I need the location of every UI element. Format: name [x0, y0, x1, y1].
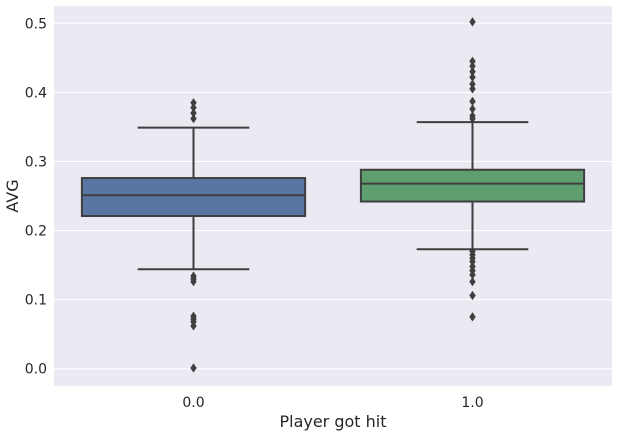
y-tick-label: 0.2	[25, 224, 47, 240]
box-iqr	[80, 177, 307, 218]
outlier-point	[469, 257, 476, 267]
outlier-point	[469, 61, 476, 71]
outlier-point	[469, 104, 476, 114]
outlier-point	[190, 114, 197, 124]
outlier-point	[469, 56, 476, 66]
y-tick-label: 0.5	[25, 16, 47, 32]
outlier-point	[190, 321, 197, 331]
outlier-point	[469, 72, 476, 82]
grid-lines	[54, 22, 612, 370]
outlier-point	[469, 270, 476, 280]
x-tick-label: 1.0	[461, 395, 483, 411]
outlier-point	[469, 84, 476, 94]
box-series	[80, 17, 586, 373]
y-tick-label: 0.4	[25, 85, 47, 101]
outlier-point	[190, 98, 197, 108]
outlier-point	[190, 108, 197, 118]
outlier-point	[469, 79, 476, 89]
x-axis-label: Player got hit	[279, 412, 386, 431]
outlier-point	[190, 102, 197, 113]
y-axis-label: AVG	[3, 179, 22, 212]
box-group	[80, 98, 307, 373]
y-tick-label: 0.0	[25, 362, 47, 378]
box-group	[359, 17, 586, 322]
outlier-point	[469, 114, 476, 124]
box-iqr	[359, 168, 586, 203]
x-tick-labels: 0.0 1.0	[182, 395, 483, 411]
outlier-point	[190, 277, 197, 287]
outlier-point	[190, 363, 197, 373]
outlier-point	[469, 277, 476, 287]
outlier-point	[469, 67, 476, 77]
outlier-point	[469, 290, 476, 301]
outlier-point	[469, 96, 476, 106]
y-tick-label: 0.1	[25, 293, 47, 309]
outlier-point	[469, 17, 476, 27]
x-tick-label: 0.0	[182, 395, 204, 411]
y-tick-labels: 0.0 0.1 0.2 0.3 0.4 0.5	[25, 16, 47, 377]
outlier-point	[469, 312, 476, 322]
y-tick-label: 0.3	[25, 154, 47, 170]
